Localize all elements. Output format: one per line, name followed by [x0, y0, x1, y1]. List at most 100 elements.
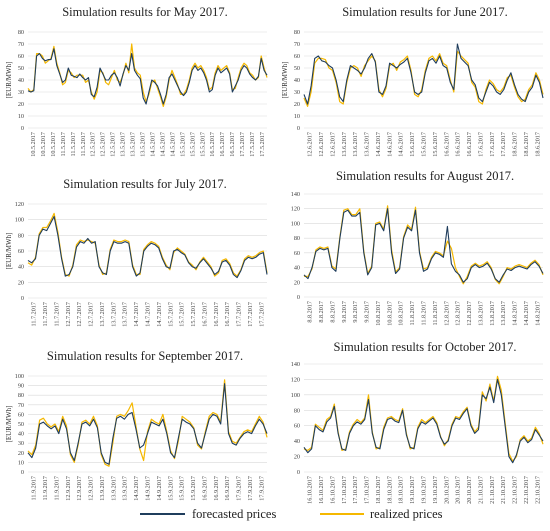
y-tick-label: 60 [294, 53, 300, 60]
x-tick-label: 12.8.2017 [455, 301, 462, 326]
y-tick-label: 20 [18, 450, 24, 457]
x-tick-label: 16.6.2017 [466, 132, 473, 157]
chart-title: Simulation results for August 2017. [336, 169, 514, 183]
x-tick-label: 16.10.2017 [318, 476, 325, 504]
x-tick-label: 17.5.2017 [259, 132, 266, 157]
x-tick-label: 12.5.2017 [110, 132, 117, 157]
y-tick-label: 40 [18, 431, 24, 438]
x-tick-label: 15.7.2017 [167, 302, 174, 327]
y-tick-label: 20 [294, 454, 300, 461]
x-tick-label: 16.7.2017 [201, 302, 208, 327]
x-tick-label: 13.7.2017 [110, 302, 117, 327]
forecasted-series-line [27, 215, 268, 279]
x-tick-label: 15.9.2017 [167, 476, 174, 501]
y-tick-label: 50 [18, 421, 24, 428]
x-tick-label: 13.5.2017 [130, 132, 137, 157]
x-tick-label: 15.6.2017 [432, 132, 439, 157]
x-tick-label: 14.8.2017 [534, 301, 541, 326]
x-tick-label: 11.8.2017 [432, 301, 439, 326]
x-tick-label: 16.5.2017 [219, 132, 226, 157]
y-tick-label: 60 [18, 248, 24, 255]
y-axis-label: [EUR/MWh] [5, 62, 13, 99]
y-tick-label: 60 [18, 53, 24, 60]
x-tick-label: 18.6.2017 [512, 132, 519, 157]
x-tick-label: 14.6.2017 [386, 132, 393, 157]
x-tick-label: 13.7.2017 [122, 302, 129, 327]
forecasted-series-line [303, 378, 544, 464]
y-tick-label: 0 [297, 469, 300, 476]
x-tick-label: 10.5.2017 [50, 132, 57, 157]
x-tick-label: 9.8.2017 [341, 301, 348, 323]
x-tick-label: 14.5.2017 [169, 132, 176, 157]
x-tick-label: 17.10.2017 [364, 476, 371, 504]
x-tick-label: 15.7.2017 [190, 302, 197, 327]
y-tick-label: 140 [291, 361, 300, 368]
x-tick-label: 17.9.2017 [247, 476, 254, 501]
x-tick-label: 10.8.2017 [398, 301, 405, 326]
y-tick-label: 50 [18, 65, 24, 72]
x-tick-label: 9.8.2017 [364, 301, 371, 323]
x-tick-label: 20.10.2017 [466, 476, 473, 504]
x-tick-label: 11.8.2017 [421, 301, 428, 326]
x-tick-label: 13.8.2017 [500, 301, 507, 326]
x-tick-label: 11.5.2017 [70, 132, 77, 157]
y-tick-label: 80 [18, 29, 24, 36]
forecasted-series-line [303, 208, 544, 283]
x-tick-label: 16.5.2017 [209, 132, 216, 157]
y-tick-label: 90 [18, 383, 24, 390]
x-tick-label: 14.8.2017 [512, 301, 519, 326]
x-tick-label: 10.8.2017 [386, 301, 393, 326]
y-tick-label: 80 [294, 407, 300, 414]
x-tick-label: 17.9.2017 [236, 476, 243, 501]
x-tick-label: 18.10.2017 [386, 476, 393, 504]
y-tick-label: 40 [18, 264, 24, 271]
x-tick-label: 13.5.2017 [120, 132, 127, 157]
x-tick-label: 17.9.2017 [258, 476, 265, 501]
forecasted-series-line [27, 383, 268, 465]
realized-series-line [304, 205, 544, 285]
x-tick-label: 14.7.2017 [156, 302, 163, 327]
x-tick-label: 17.10.2017 [341, 476, 348, 504]
forecasted-series-line [27, 48, 268, 105]
chart-title: Simulation results for June 2017. [342, 5, 508, 19]
x-tick-label: 9.8.2017 [352, 301, 359, 323]
x-tick-label: 19.10.2017 [432, 476, 439, 504]
y-tick-label: 60 [294, 250, 300, 257]
y-tick-label: 40 [294, 77, 300, 84]
x-tick-label: 16.5.2017 [229, 132, 236, 157]
y-tick-label: 10 [18, 113, 24, 120]
x-tick-label: 11.5.2017 [80, 132, 87, 157]
y-tick-label: 120 [291, 376, 300, 383]
y-tick-label: 30 [294, 89, 300, 96]
y-tick-label: 20 [294, 101, 300, 108]
y-tick-label: 0 [21, 295, 24, 302]
forecasted-series-line [303, 43, 544, 105]
x-tick-label: 15.9.2017 [190, 476, 197, 501]
x-tick-label: 11.9.2017 [31, 476, 38, 501]
x-tick-label: 20.10.2017 [455, 476, 462, 504]
x-tick-label: 21.10.2017 [477, 476, 484, 504]
x-tick-label: 13.9.2017 [99, 476, 106, 501]
x-tick-label: 18.6.2017 [523, 132, 530, 157]
y-tick-label: 10 [294, 113, 300, 120]
x-tick-label: 22.10.2017 [534, 476, 541, 504]
x-tick-label: 11.7.2017 [53, 302, 60, 327]
x-tick-label: 16.6.2017 [443, 132, 450, 157]
x-tick-label: 17.7.2017 [236, 302, 243, 327]
y-tick-label: 80 [294, 29, 300, 36]
y-tick-label: 50 [294, 65, 300, 72]
x-tick-label: 11.7.2017 [31, 302, 38, 327]
y-tick-label: 20 [294, 279, 300, 286]
chart-panel-3: Simulation results for July 2017. [EUR/MW… [5, 177, 268, 327]
legend: forecasted prices realized prices [140, 507, 443, 521]
y-tick-label: 70 [294, 41, 300, 48]
x-tick-label: 14.9.2017 [145, 476, 152, 501]
chart-panel-1: Simulation results for May 2017. [EUR/MWh… [5, 5, 268, 157]
chart-panel-6: Simulation results for October 2017. 0 20 4… [291, 340, 544, 504]
y-tick-label: 0 [21, 469, 24, 476]
x-tick-label: 15.7.2017 [179, 302, 186, 327]
x-tick-label: 17.5.2017 [239, 132, 246, 157]
x-tick-label: 12.7.2017 [65, 302, 72, 327]
x-tick-label: 13.6.2017 [341, 132, 348, 157]
